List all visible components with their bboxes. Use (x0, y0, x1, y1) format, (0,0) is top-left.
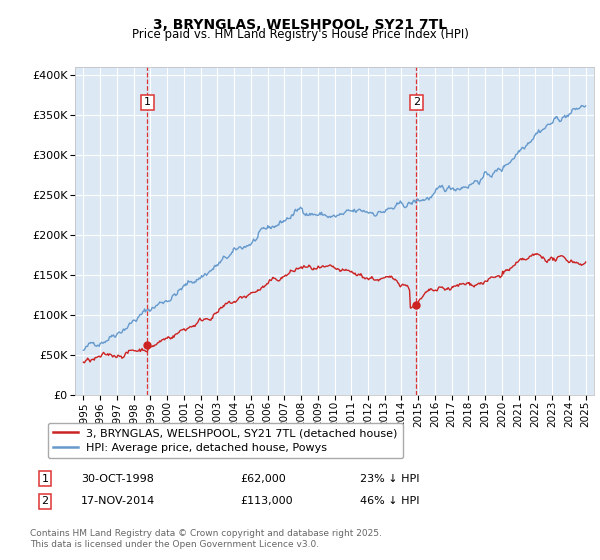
Legend: 3, BRYNGLAS, WELSHPOOL, SY21 7TL (detached house), HPI: Average price, detached : 3, BRYNGLAS, WELSHPOOL, SY21 7TL (detach… (47, 423, 403, 458)
Text: 23% ↓ HPI: 23% ↓ HPI (360, 474, 419, 484)
Text: 2: 2 (413, 97, 420, 108)
Text: Contains HM Land Registry data © Crown copyright and database right 2025.
This d: Contains HM Land Registry data © Crown c… (30, 529, 382, 549)
Text: £113,000: £113,000 (240, 496, 293, 506)
Text: 46% ↓ HPI: 46% ↓ HPI (360, 496, 419, 506)
Text: 3, BRYNGLAS, WELSHPOOL, SY21 7TL: 3, BRYNGLAS, WELSHPOOL, SY21 7TL (153, 18, 447, 32)
Text: 1: 1 (41, 474, 49, 484)
Text: £62,000: £62,000 (240, 474, 286, 484)
Text: 30-OCT-1998: 30-OCT-1998 (81, 474, 154, 484)
Text: Price paid vs. HM Land Registry's House Price Index (HPI): Price paid vs. HM Land Registry's House … (131, 28, 469, 41)
Text: 17-NOV-2014: 17-NOV-2014 (81, 496, 155, 506)
Text: 1: 1 (144, 97, 151, 108)
Text: 2: 2 (41, 496, 49, 506)
